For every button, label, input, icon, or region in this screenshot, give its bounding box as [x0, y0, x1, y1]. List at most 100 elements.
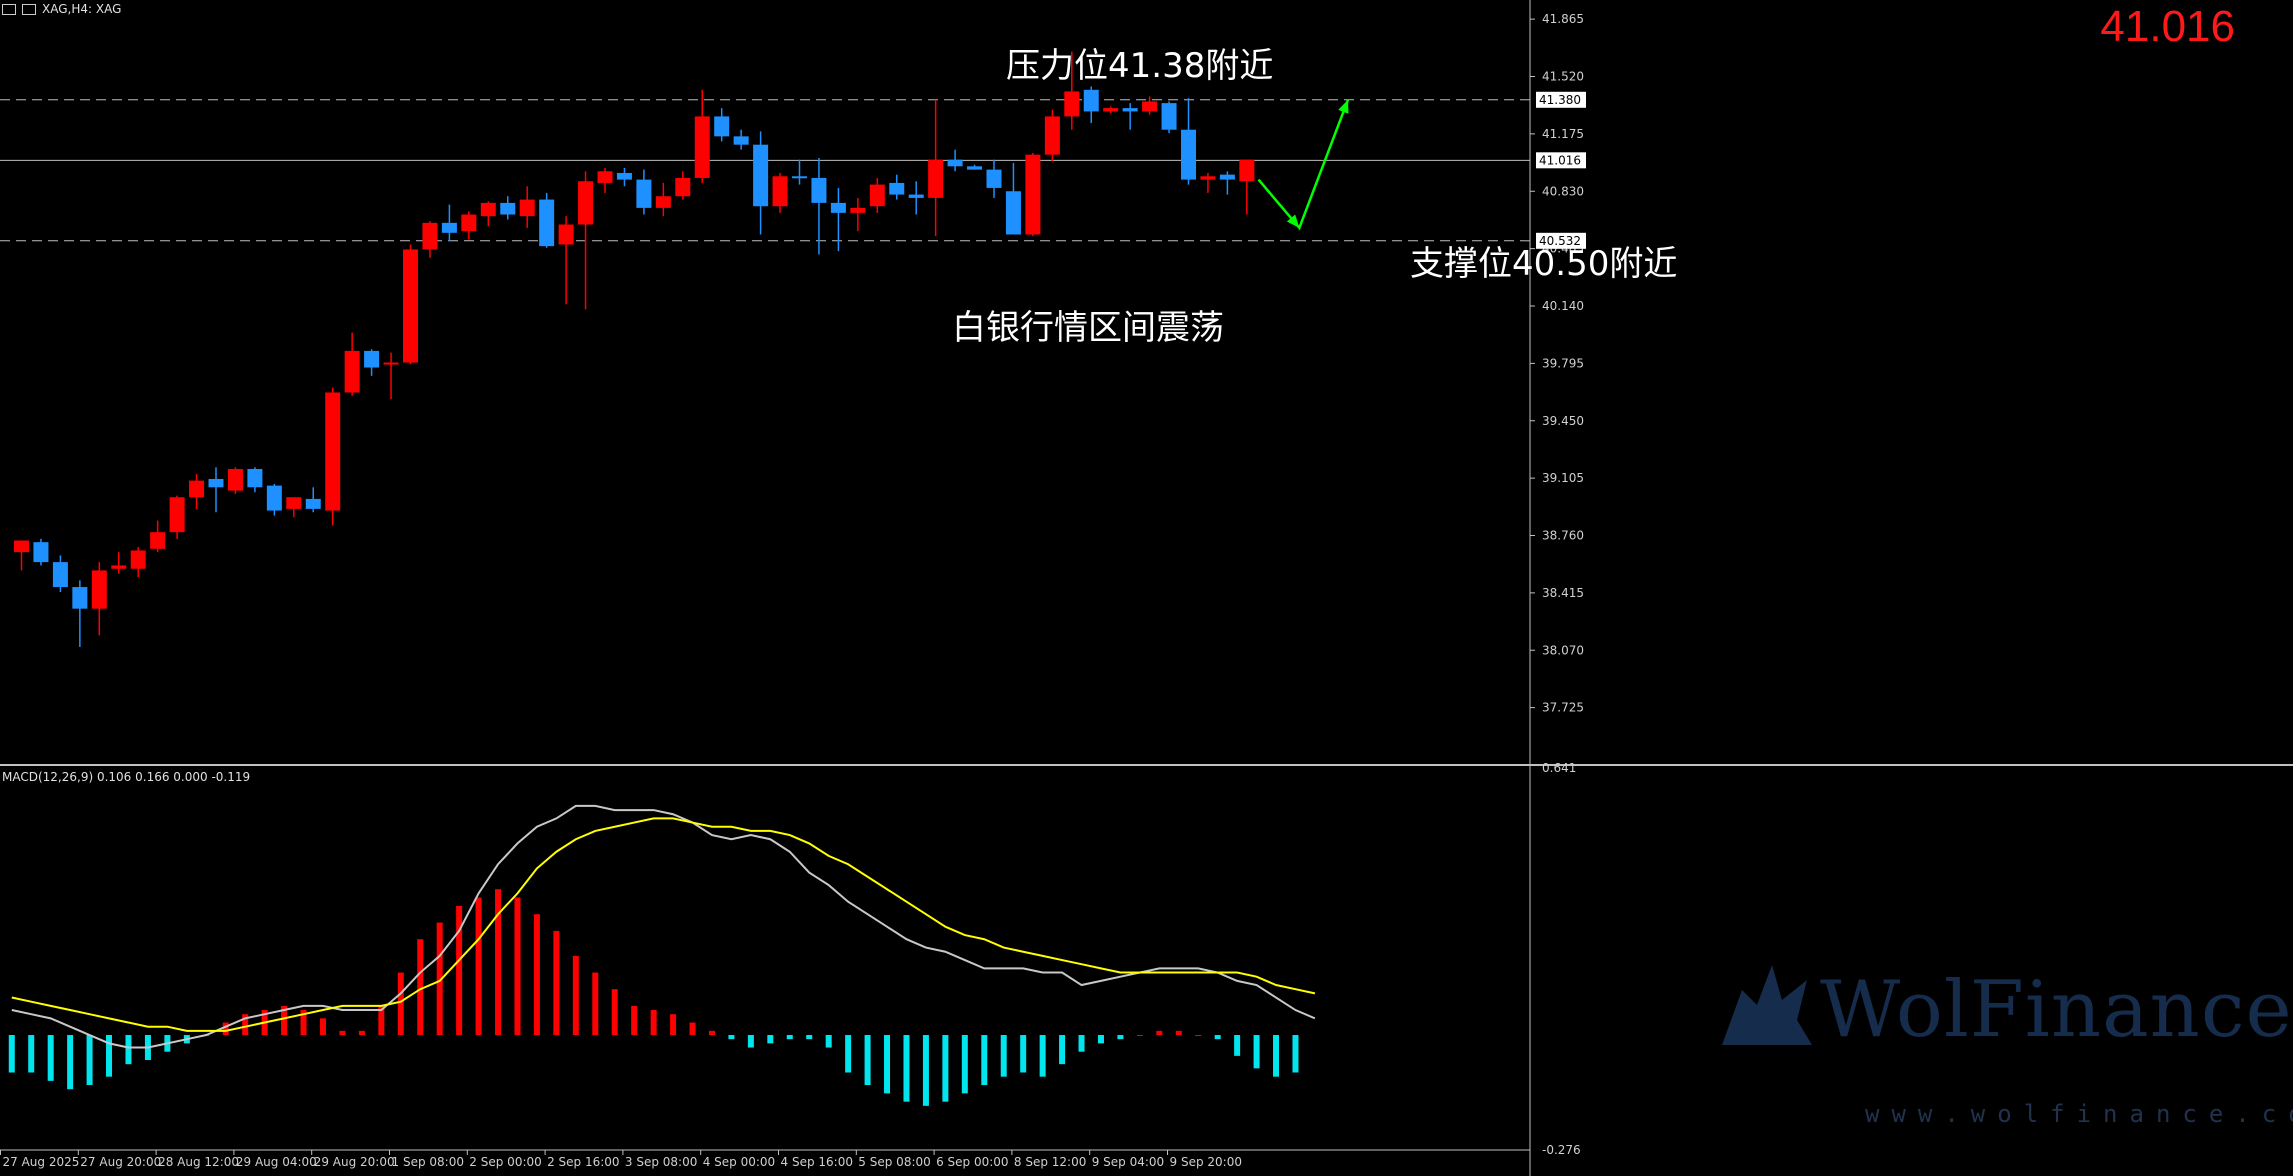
candle-body: [208, 478, 224, 488]
macd-histogram-bar: [222, 1022, 229, 1036]
macd-histogram-bar: [572, 955, 579, 1036]
price-tag-box: [1536, 152, 1586, 169]
candle-body: [578, 181, 594, 225]
candle-body: [344, 350, 360, 393]
current-price: 41.016: [2100, 2, 2235, 51]
candle-body: [1005, 191, 1021, 235]
candle-body: [519, 199, 535, 217]
macd-histogram-bar: [300, 1010, 307, 1036]
macd-histogram-bar: [436, 922, 443, 1036]
macd-histogram-bar: [1253, 1035, 1260, 1069]
candle-body: [850, 207, 866, 213]
macd-histogram-bar: [553, 930, 560, 1036]
chart-menu-icon[interactable]: [2, 3, 16, 15]
candle-body: [636, 179, 652, 208]
candle-body: [1025, 154, 1041, 235]
candle-body: [111, 565, 127, 569]
macd-histogram-bar: [319, 1018, 326, 1036]
macd-line: [11, 804, 1316, 1049]
arrow-head-up-icon: [1338, 99, 1349, 114]
candle-body: [441, 222, 457, 233]
macd-histogram-bar: [825, 1035, 832, 1048]
x-tick-label: 4 Sep 00:00: [703, 1155, 775, 1169]
macd-histogram-bar: [378, 1005, 385, 1036]
x-tick-label: 27 Aug 2025: [3, 1155, 80, 1169]
y-tick-label: 37.725: [1542, 701, 1584, 715]
macd-histogram-bar: [475, 897, 482, 1036]
candle-body: [325, 392, 341, 511]
macd-histogram-bar: [1175, 1030, 1182, 1036]
symbol-title: XAG,H4: XAG: [42, 2, 122, 16]
macd-histogram-bar: [417, 939, 424, 1036]
x-tick-label: 28 Aug 12:00: [158, 1155, 239, 1169]
chart-title-bar: XAG,H4: XAG: [2, 2, 121, 16]
price-tag-label: 41.016: [1539, 153, 1581, 167]
macd-histogram-bar: [1097, 1035, 1104, 1044]
macd-histogram-bar: [1292, 1035, 1299, 1073]
candle-body: [1239, 159, 1255, 182]
candle-body: [714, 116, 730, 137]
candle-body: [1200, 176, 1216, 180]
candle-body: [889, 182, 905, 195]
candle-body: [1219, 174, 1235, 180]
x-tick-label: 2 Sep 00:00: [469, 1155, 541, 1169]
y-tick-label: 39.795: [1542, 356, 1584, 370]
x-tick-label: 5 Sep 08:00: [858, 1155, 930, 1169]
macd-histogram-bar: [358, 1030, 365, 1036]
resistance-annotation: 压力位41.38附近: [1006, 46, 1274, 86]
macd-histogram-bar: [961, 1035, 968, 1094]
x-tick-label: 1 Sep 08:00: [392, 1155, 464, 1169]
macd-histogram-bar: [670, 1014, 677, 1036]
macd-histogram-bar: [28, 1035, 35, 1073]
candle-body: [986, 169, 1002, 188]
macd-histogram-bar: [942, 1035, 949, 1102]
macd-histogram-bar: [1156, 1030, 1163, 1036]
macd-y-tick-label: -0.276: [1542, 1143, 1581, 1157]
watermark-brand: WolFinance: [1820, 965, 2293, 1055]
candle-body: [383, 362, 399, 365]
x-tick-label: 27 Aug 20:00: [80, 1155, 161, 1169]
macd-histogram-bar: [397, 972, 404, 1036]
macd-histogram-bar: [767, 1035, 774, 1044]
macd-histogram-bar: [514, 897, 521, 1036]
candle-body: [286, 497, 302, 509]
candle-body: [52, 562, 68, 588]
price-tag-box: [1536, 232, 1586, 249]
candle-body: [539, 199, 555, 247]
macd-histogram-bar: [1117, 1035, 1124, 1040]
candle-body: [480, 202, 496, 217]
y-tick-label: 38.070: [1542, 643, 1584, 657]
y-tick-label: 41.175: [1542, 127, 1584, 141]
candle-body: [928, 159, 944, 198]
macd-histogram-bar: [1273, 1035, 1280, 1077]
candle-body: [830, 202, 846, 213]
price-tag-label: 40.532: [1539, 234, 1581, 248]
candle-body: [947, 159, 963, 167]
macd-y-tick-label: 0.641: [1542, 761, 1576, 775]
macd-histogram-bar: [67, 1035, 74, 1090]
candle-body: [1181, 129, 1196, 180]
price-tag-box: [1536, 91, 1586, 108]
x-tick-label: 9 Sep 04:00: [1092, 1155, 1164, 1169]
candle-body: [150, 532, 166, 549]
candle-body: [1161, 103, 1177, 130]
candle-body: [364, 350, 380, 368]
macd-histogram-bar: [845, 1035, 852, 1073]
projection-arrow: [1257, 99, 1350, 231]
candle-body: [227, 468, 243, 491]
macd-histogram-bar: [806, 1035, 813, 1040]
candle-body: [1044, 116, 1060, 155]
candle-body: [792, 176, 807, 179]
candle-body: [772, 176, 788, 207]
candle-body: [558, 224, 574, 245]
macd-histogram-bar: [708, 1030, 715, 1036]
symbol-flag-icon: [22, 3, 36, 15]
macd-histogram-bar: [1000, 1035, 1007, 1077]
macd-label: MACD(12,26,9) 0.106 0.166 0.000 -0.119: [2, 770, 251, 784]
candle-body: [33, 542, 49, 563]
macd-histogram-bar: [533, 914, 540, 1036]
macd-histogram-bar: [125, 1035, 132, 1065]
macd-histogram-bar: [650, 1010, 657, 1036]
candle-body: [616, 172, 632, 180]
